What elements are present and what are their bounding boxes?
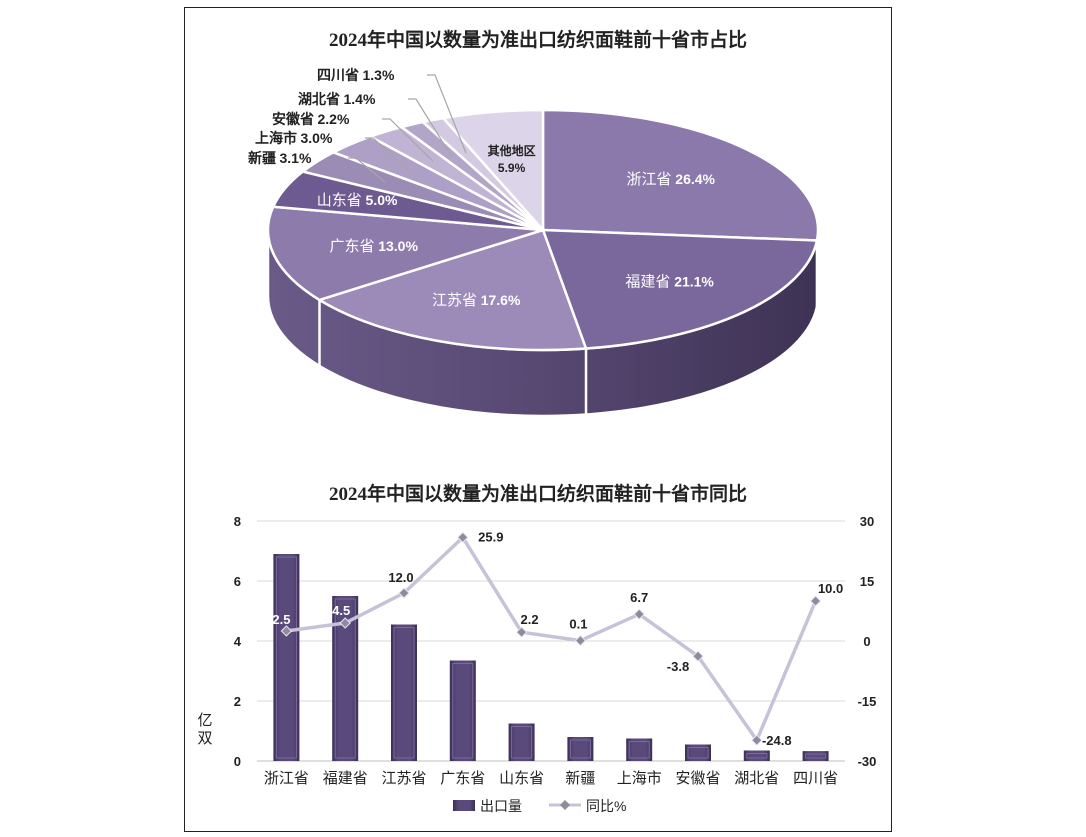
- line-marker-4: [515, 626, 528, 638]
- bar-line-chart-panel: 2024年中国以数量为准出口纺织面鞋前十省市同比 0 2 4 6 8 -30 -15 0 15 3…: [184, 463, 892, 832]
- line-data-label-9: 10.0: [818, 581, 843, 596]
- line-marker-3: [457, 531, 469, 544]
- pie-label-6: 上海市 3.0%: [255, 130, 333, 147]
- line-data-label-3: 25.9: [478, 529, 503, 544]
- legend-line-label: 同比%: [586, 798, 626, 814]
- pie-slice-3: [266, 205, 545, 302]
- pie-label-8: 湖北省 1.4%: [298, 91, 376, 108]
- bar-bevel-0: [275, 556, 297, 759]
- x-tick-label: 江苏省: [381, 770, 426, 787]
- bar-bevel-4: [511, 726, 533, 759]
- y-left-tick-label: 0: [234, 754, 241, 769]
- line-data-label-1: 4.5: [332, 603, 350, 618]
- x-tick-label: 湖北省: [734, 770, 779, 787]
- bar-bevel-9: [805, 753, 827, 759]
- y-right-tick-label: 15: [860, 574, 874, 589]
- pie-leader-6: [365, 137, 410, 171]
- legend-line-marker: [560, 800, 570, 810]
- y-left-tick-label: 4: [234, 634, 242, 649]
- x-tick-label: 浙江省: [264, 770, 309, 787]
- line-data-label-0: 2.5: [272, 612, 290, 627]
- y-left-axis-label: 亿: [197, 712, 212, 729]
- pie-slice-10: [442, 108, 545, 232]
- pie-leader-7: [382, 118, 434, 162]
- pie-leader-8: [408, 98, 452, 157]
- pie-label-2: 江苏省 17.6%: [432, 292, 521, 309]
- bar-bevel-6: [628, 741, 650, 759]
- line-marker-7: [692, 650, 704, 662]
- line-marker-9: [809, 595, 822, 607]
- line-data-label-2: 12.0: [388, 570, 413, 585]
- legend-bar-label: 出口量: [480, 798, 522, 814]
- pie-label-1: 福建省 21.1%: [625, 274, 714, 291]
- x-tick-label: 安徽省: [675, 770, 720, 787]
- x-tick-label: 福建省: [323, 770, 368, 787]
- line-data-label-4: 2.2: [521, 612, 539, 627]
- line-marker-8: [751, 734, 763, 746]
- pie-leader-9: [427, 74, 467, 154]
- line-marker-2: [398, 587, 410, 599]
- bar-0: [273, 554, 300, 761]
- y-left-tick-label: 2: [234, 694, 241, 709]
- pie-chart: 浙江省 26.4% 福建省 21.1% 江苏省 17.6% 广东省 13.0% 山东省 …: [248, 67, 820, 418]
- x-tick-label: 四川省: [793, 770, 838, 787]
- y-left-tick-label: 6: [234, 574, 241, 589]
- x-tick-label: 新疆: [565, 770, 595, 787]
- legend-bar-swatch: [453, 800, 475, 811]
- bar-7: [685, 744, 711, 761]
- pie-leader-5: [348, 157, 386, 183]
- pie-slice-2: [318, 228, 588, 352]
- x-tick-label: 山东省: [499, 770, 544, 787]
- line-data-label-5: 0.1: [569, 617, 587, 632]
- bar-bevel-1: [334, 598, 356, 759]
- bar-bevel-2: [393, 627, 415, 759]
- line-marker-1: [339, 617, 351, 629]
- line-data-label-7: -3.8: [667, 659, 689, 674]
- line-marker-6: [633, 608, 645, 620]
- bar-9: [802, 751, 829, 761]
- bar-4: [508, 723, 535, 761]
- x-tick-label: 广东省: [440, 770, 485, 787]
- pie-label-3: 广东省 13.0%: [329, 238, 418, 255]
- pie-label-10-value: 5.9%: [498, 161, 526, 175]
- line-series: [286, 535, 818, 742]
- y-left-axis-label: 双: [197, 730, 212, 747]
- bar-8: [743, 750, 770, 761]
- bar-bevel-7: [687, 747, 709, 759]
- pie-label-5: 新疆 3.1%: [248, 150, 312, 167]
- line-data-label-8: -24.8: [762, 733, 792, 748]
- bar-bevel-8: [746, 753, 768, 759]
- bar-5: [567, 737, 594, 761]
- bar-2: [391, 624, 417, 761]
- pie-label-10-name: 其他地区: [488, 143, 536, 158]
- bar-bevel-5: [569, 739, 591, 759]
- pie-slice-1: [541, 228, 819, 350]
- y-left-tick-label: 8: [234, 514, 241, 529]
- pie-chart-panel: 2024年中国以数量为准出口纺织面鞋前十省市占比 浙江省 26.4% 福建省 21…: [184, 7, 892, 465]
- pie-label-4: 山东省 5.0%: [317, 192, 398, 209]
- pie-slice-0: [541, 108, 820, 242]
- line-marker-0: [280, 625, 293, 637]
- bar-chart-title: 2024年中国以数量为准出口纺织面鞋前十省市同比: [328, 484, 747, 505]
- y-right-tick-label: 0: [863, 634, 870, 649]
- pie-label-7: 安徽省 2.2%: [272, 111, 350, 128]
- y-right-tick-label: -15: [858, 694, 877, 709]
- pie-chart-title: 2024年中国以数量为准出口纺织面鞋前十省市占比: [328, 30, 747, 51]
- y-right-tick-label: 30: [860, 514, 874, 529]
- pie-label-9: 四川省 1.3%: [317, 67, 395, 84]
- bar-bevel-3: [452, 663, 474, 759]
- bar-3: [449, 660, 476, 761]
- bar-6: [626, 738, 653, 761]
- line-marker-5: [574, 634, 587, 647]
- x-tick-label: 上海市: [617, 770, 662, 787]
- y-right-tick-label: -30: [858, 754, 877, 769]
- pie-label-0: 浙江省 26.4%: [627, 171, 716, 188]
- line-data-label-6: 6.7: [630, 590, 648, 605]
